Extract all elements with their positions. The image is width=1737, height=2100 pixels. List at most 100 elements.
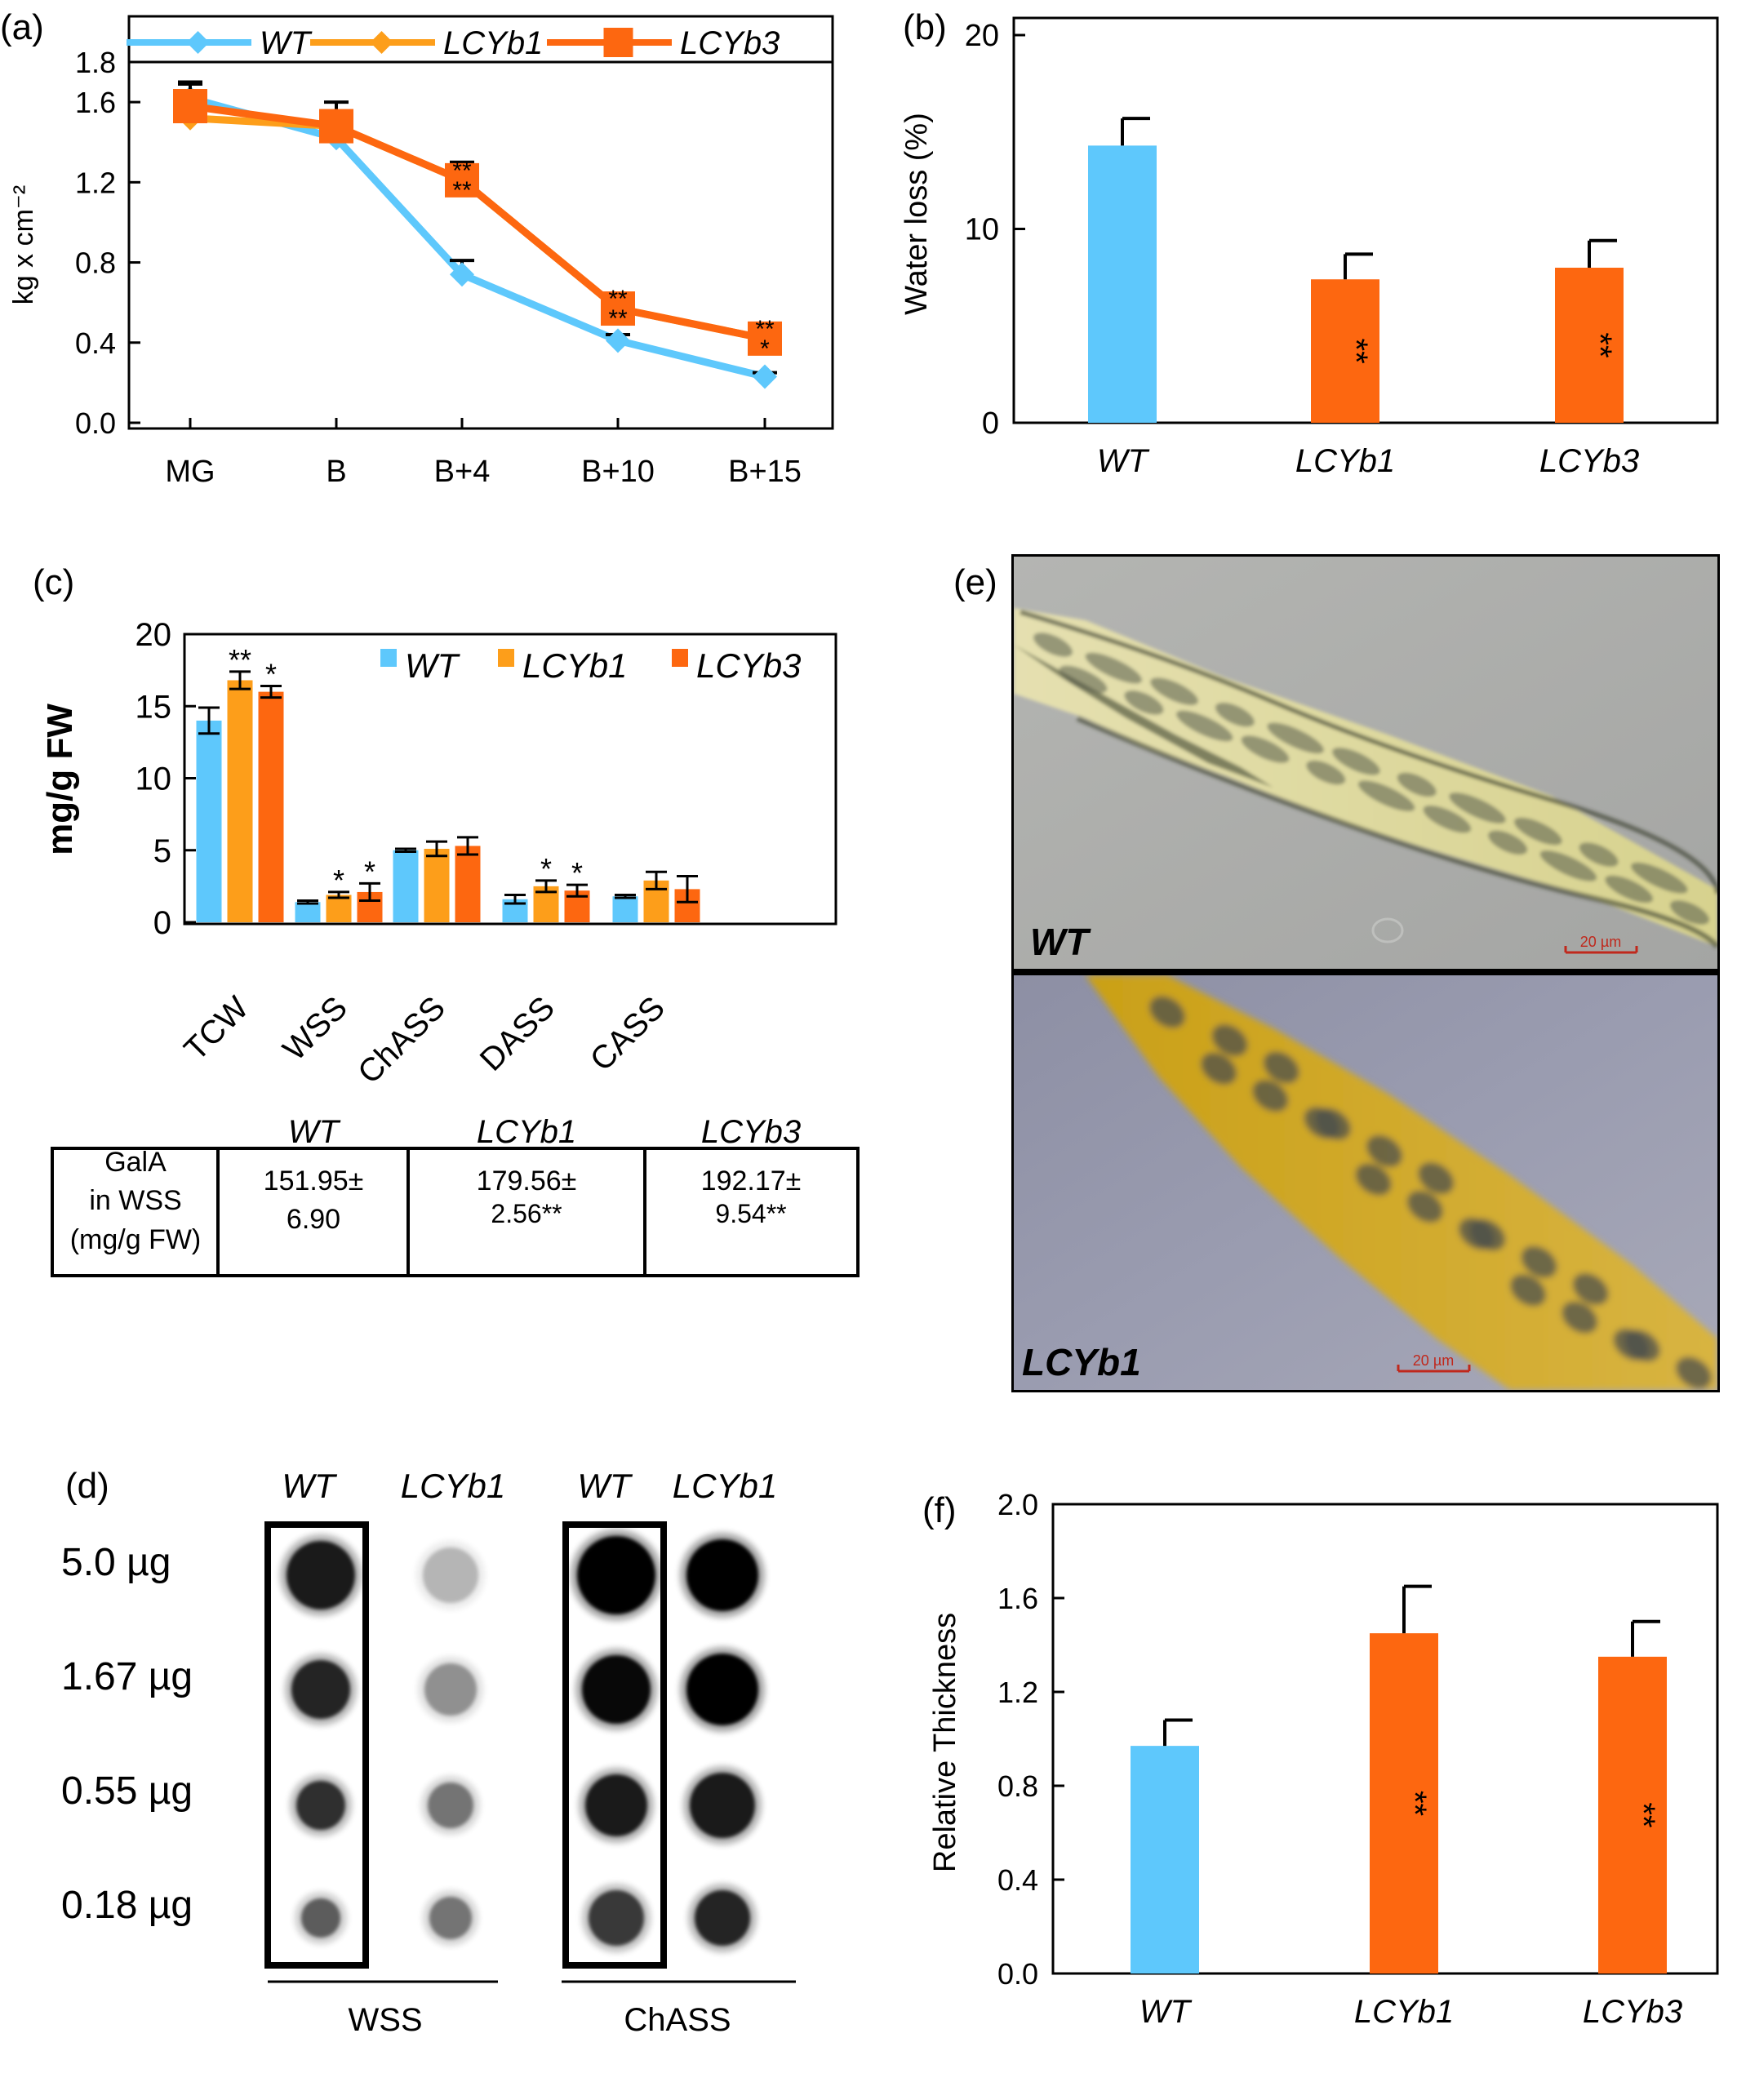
data-point-lcyb3 <box>173 89 207 124</box>
cell <box>1366 1134 1402 1168</box>
panel-b-label: (b) <box>903 7 947 47</box>
panel-f-y-ticks: 0.0 0.4 0.8 1.2 1.6 2.0 <box>997 1488 1064 1991</box>
panel-a-plot: ******** *** <box>173 80 782 389</box>
cell <box>1175 710 1233 742</box>
legend-marker <box>603 28 633 57</box>
gala-row-label: in WSS <box>89 1185 181 1216</box>
dot-row-label: 0.55 µg <box>61 1769 193 1813</box>
gala-cell-lcyb3: 9.54** <box>715 1199 786 1228</box>
tissue-strip <box>1086 975 1717 1390</box>
cell <box>1241 735 1290 763</box>
bar-wt <box>295 902 321 922</box>
tissue-cells <box>1033 633 1710 925</box>
significance-mark: * <box>760 335 770 362</box>
panel-f-plot: ** ** <box>1131 1584 1667 1973</box>
dot-row-label: 1.67 µg <box>61 1655 193 1698</box>
dot-row-label: 0.18 µg <box>61 1884 193 1927</box>
dot-blot-spots <box>280 1529 765 1952</box>
x-tick-label: DASS <box>473 990 562 1078</box>
scale-bar-label: 20 µm <box>1413 1352 1454 1369</box>
y-tick-label: 0.4 <box>75 326 116 360</box>
micrograph-label-lcyb1: LCYb1 <box>1022 1341 1141 1383</box>
cell <box>1059 665 1108 694</box>
y-tick-label: 15 <box>135 689 172 725</box>
bar-lcyb3 <box>258 691 284 922</box>
bar-wt <box>1131 1746 1199 1973</box>
x-tick-label: LCYb1 <box>1354 1994 1454 2030</box>
dot-col-wt: WT <box>282 1467 338 1505</box>
blot-spot <box>291 1660 350 1719</box>
cell <box>1267 722 1324 754</box>
cell <box>1669 900 1710 925</box>
significance-mark: ** <box>452 177 472 204</box>
y-tick-label: 10 <box>965 213 999 247</box>
blot-spot <box>428 1783 473 1828</box>
blot-spot <box>582 1655 651 1724</box>
cell <box>1332 748 1380 775</box>
significance-mark: ** <box>452 158 472 184</box>
bar-wt <box>612 896 638 922</box>
dot-group-chass: ChASS <box>624 2002 731 2038</box>
x-tick-label: CASS <box>584 990 672 1078</box>
panel-e-label: (e) <box>953 562 997 602</box>
blot-spot <box>686 1654 758 1725</box>
cell <box>1631 862 1688 894</box>
significance-mark: ** <box>755 316 775 343</box>
dot-group-wss: WSS <box>348 2002 422 2038</box>
significance-mark: ** <box>1338 339 1374 364</box>
gala-cell-lcyb1: 2.56** <box>491 1199 562 1228</box>
cell <box>1252 1079 1289 1112</box>
significance-mark: * <box>333 864 344 897</box>
panel-a-y-ticks: 0.0 0.4 0.8 1.2 1.6 1.8 <box>75 46 140 440</box>
cell <box>1521 1245 1557 1278</box>
significance-mark: ** <box>608 286 628 313</box>
y-tick-label: 20 <box>135 617 172 653</box>
x-tick-label: LCYb3 <box>1583 1994 1682 2030</box>
cell <box>1510 1274 1547 1307</box>
panel-d-label: (d) <box>65 1466 109 1506</box>
panel-c-ylabel: mg/g FW <box>40 704 80 855</box>
cell <box>1449 792 1506 824</box>
x-tick-label: WT <box>1097 443 1150 479</box>
cell <box>1613 1328 1650 1361</box>
legend-label: WT <box>405 646 461 685</box>
cell <box>1201 1052 1237 1085</box>
significance-mark: * <box>364 855 375 888</box>
gala-header-wt: WT <box>288 1114 341 1150</box>
cell <box>1539 850 1597 881</box>
panel-d: (d) WT LCYb1 WT LCYb1 5.0 µg 1.67 µg 0.5… <box>61 1466 796 2038</box>
x-tick-label: WSS <box>276 990 354 1068</box>
significance-mark: * <box>540 852 552 886</box>
panel-c-y-ticks: 0 5 10 15 20 <box>135 617 196 941</box>
significance-mark: ** <box>229 643 251 677</box>
bar-wt <box>196 720 222 922</box>
data-point-wt <box>753 364 777 389</box>
panel-a-label: (a) <box>0 7 44 47</box>
panel-b-x-ticks: WT LCYb1 LCYb3 <box>1097 411 1639 479</box>
legend-label: WT <box>260 25 313 61</box>
gala-row-label: (mg/g FW) <box>70 1224 202 1255</box>
panel-b-y-ticks: 0 10 20 <box>965 19 1025 441</box>
significance-mark: ** <box>1625 1802 1661 1827</box>
x-tick-label: B <box>326 455 346 489</box>
y-tick-label: 1.6 <box>997 1582 1038 1615</box>
legend-label: LCYb3 <box>696 646 801 685</box>
blot-spot <box>589 1890 644 1946</box>
y-tick-label: 0 <box>153 905 171 941</box>
blot-spot <box>423 1547 478 1603</box>
data-point-wt <box>606 328 630 353</box>
panel-f: (f) 0.0 0.4 0.8 1.2 1.6 2.0 WT LCYb1 LCYb3 Rela… <box>922 1488 1719 2030</box>
cell <box>1572 1272 1609 1306</box>
gala-cell-wt: 151.95± <box>264 1165 364 1197</box>
cell <box>1215 702 1255 727</box>
x-tick-label: B+10 <box>581 455 655 489</box>
y-tick-label: 2.0 <box>997 1488 1038 1521</box>
gala-table-frame <box>51 1147 860 1277</box>
panel-c-legend: WT LCYb1 LCYb3 <box>380 646 801 685</box>
legend-label: LCYb1 <box>443 25 543 61</box>
y-tick-label: 0.4 <box>997 1863 1038 1897</box>
cell <box>1149 996 1185 1028</box>
blot-spot <box>301 1898 340 1938</box>
